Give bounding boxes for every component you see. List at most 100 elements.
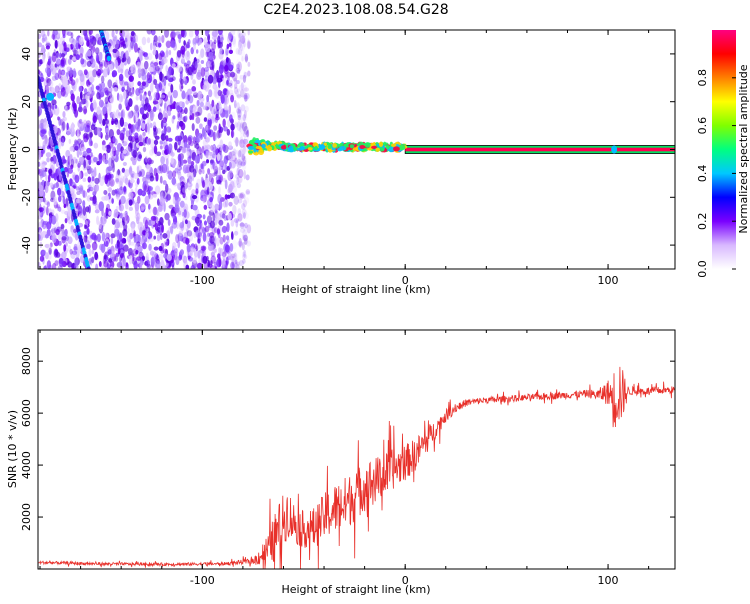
heatmap-cell <box>230 30 236 36</box>
heatmap-cell <box>231 257 235 265</box>
heatmap-cell <box>149 82 154 93</box>
heatmap-cell <box>176 220 179 230</box>
heatmap-cell <box>236 121 242 131</box>
heatmap-cell <box>148 203 151 210</box>
heatmap-cell <box>162 117 168 124</box>
heatmap-cell <box>40 129 47 134</box>
heatmap-cell <box>200 222 204 230</box>
heatmap-cell <box>212 159 215 170</box>
heatmap-cell <box>39 255 45 262</box>
heatmap-cell <box>159 145 163 150</box>
heatmap-cell <box>98 260 102 268</box>
heatmap-cell <box>76 148 80 158</box>
heatmap-cell <box>188 175 193 184</box>
heatmap-cell <box>194 30 200 36</box>
heatmap-cell <box>105 89 110 96</box>
heatmap-cell <box>145 252 149 261</box>
heatmap-cell <box>178 101 184 107</box>
heatmap-cell <box>57 69 62 79</box>
spectrogram-panel: -100 0 100 -40 -20 0 20 40 Height of straight l… <box>6 29 676 296</box>
heatmap-cell <box>143 60 149 70</box>
heatmap-cell <box>136 256 142 261</box>
carrier-band-cell <box>249 139 255 145</box>
heatmap-cell <box>211 31 215 37</box>
colorbar-tick-label: 0.6 <box>696 117 709 135</box>
heatmap-cell <box>146 157 152 165</box>
heatmap-cell <box>233 99 237 105</box>
heatmap-cell <box>228 42 232 47</box>
heatmap-cell <box>246 240 251 247</box>
heatmap-cell <box>160 94 166 99</box>
heatmap-cell <box>74 174 80 184</box>
heatmap-cell <box>85 100 89 108</box>
heatmap-cell <box>219 126 224 133</box>
heatmap-cell <box>237 30 241 39</box>
heatmap-cell <box>236 261 241 266</box>
heatmap-cell <box>202 226 205 234</box>
heatmap-cell <box>195 188 199 195</box>
heatmap-cell <box>79 90 83 101</box>
spectrogram-xlabel: Height of straight line (km) <box>281 283 430 296</box>
carrier-band-cell <box>318 144 326 150</box>
heatmap-cell <box>38 71 43 76</box>
heatmap-cell <box>212 75 217 85</box>
heatmap-cell <box>162 233 168 239</box>
carrier-band-cell <box>393 146 400 152</box>
heatmap-cell <box>108 264 111 269</box>
heatmap-cell <box>112 162 115 173</box>
heatmap-cell <box>38 221 42 229</box>
heatmap-cell <box>176 120 180 129</box>
heatmap-cell <box>239 122 243 128</box>
heatmap-cell <box>215 109 220 117</box>
heatmap-cell <box>117 112 122 117</box>
heatmap-cell <box>113 208 119 218</box>
heatmap-cell <box>42 144 46 155</box>
heatmap-cell <box>205 159 210 164</box>
heatmap-cell <box>134 104 139 112</box>
heatmap-cell <box>197 238 201 244</box>
heatmap-cell <box>155 65 160 72</box>
heatmap-cell <box>153 167 158 177</box>
heatmap-cell <box>84 172 88 177</box>
heatmap-cell <box>239 148 244 158</box>
heatmap-cell <box>49 110 52 117</box>
carrier-band-cell <box>385 144 390 150</box>
heatmap-cell <box>144 219 149 230</box>
heatmap-cell <box>204 225 210 233</box>
heatmap-cell <box>234 259 238 264</box>
heatmap-cell <box>220 36 224 41</box>
heatmap-cell <box>240 117 246 126</box>
heatmap-cell <box>78 184 84 192</box>
heatmap-cell <box>173 250 179 256</box>
heatmap-cell <box>45 180 49 189</box>
heatmap-cell <box>236 182 242 189</box>
heatmap-cell <box>237 168 244 179</box>
heatmap-cell <box>222 210 227 215</box>
heatmap-cell <box>225 256 229 266</box>
heatmap-cell <box>238 260 245 267</box>
heatmap-cell <box>118 93 123 103</box>
heatmap-cell <box>177 135 183 142</box>
heatmap-cell <box>195 111 201 117</box>
heatmap-cell <box>94 177 100 185</box>
heatmap-cell <box>79 71 83 78</box>
spectrogram-ytick-label: -40 <box>20 236 33 254</box>
heatmap-cell <box>239 74 244 80</box>
heatmap-cell <box>231 154 237 162</box>
heatmap-cell <box>243 240 249 246</box>
heatmap-cell <box>177 111 181 118</box>
heatmap-cell <box>89 132 93 138</box>
heatmap-cell <box>130 30 135 37</box>
heatmap-cell <box>67 167 74 174</box>
heatmap-cell <box>67 58 72 65</box>
heatmap-cell <box>164 30 170 38</box>
heatmap-cell <box>39 122 45 130</box>
heatmap-cell <box>112 135 116 143</box>
heatmap-cell <box>142 176 146 183</box>
heatmap-cell <box>212 172 216 177</box>
carrier-band-cell <box>288 145 294 152</box>
heatmap-cell <box>211 99 215 108</box>
heatmap-cell <box>207 117 212 127</box>
heatmap-cell <box>110 46 113 53</box>
heatmap-cell <box>111 120 114 125</box>
